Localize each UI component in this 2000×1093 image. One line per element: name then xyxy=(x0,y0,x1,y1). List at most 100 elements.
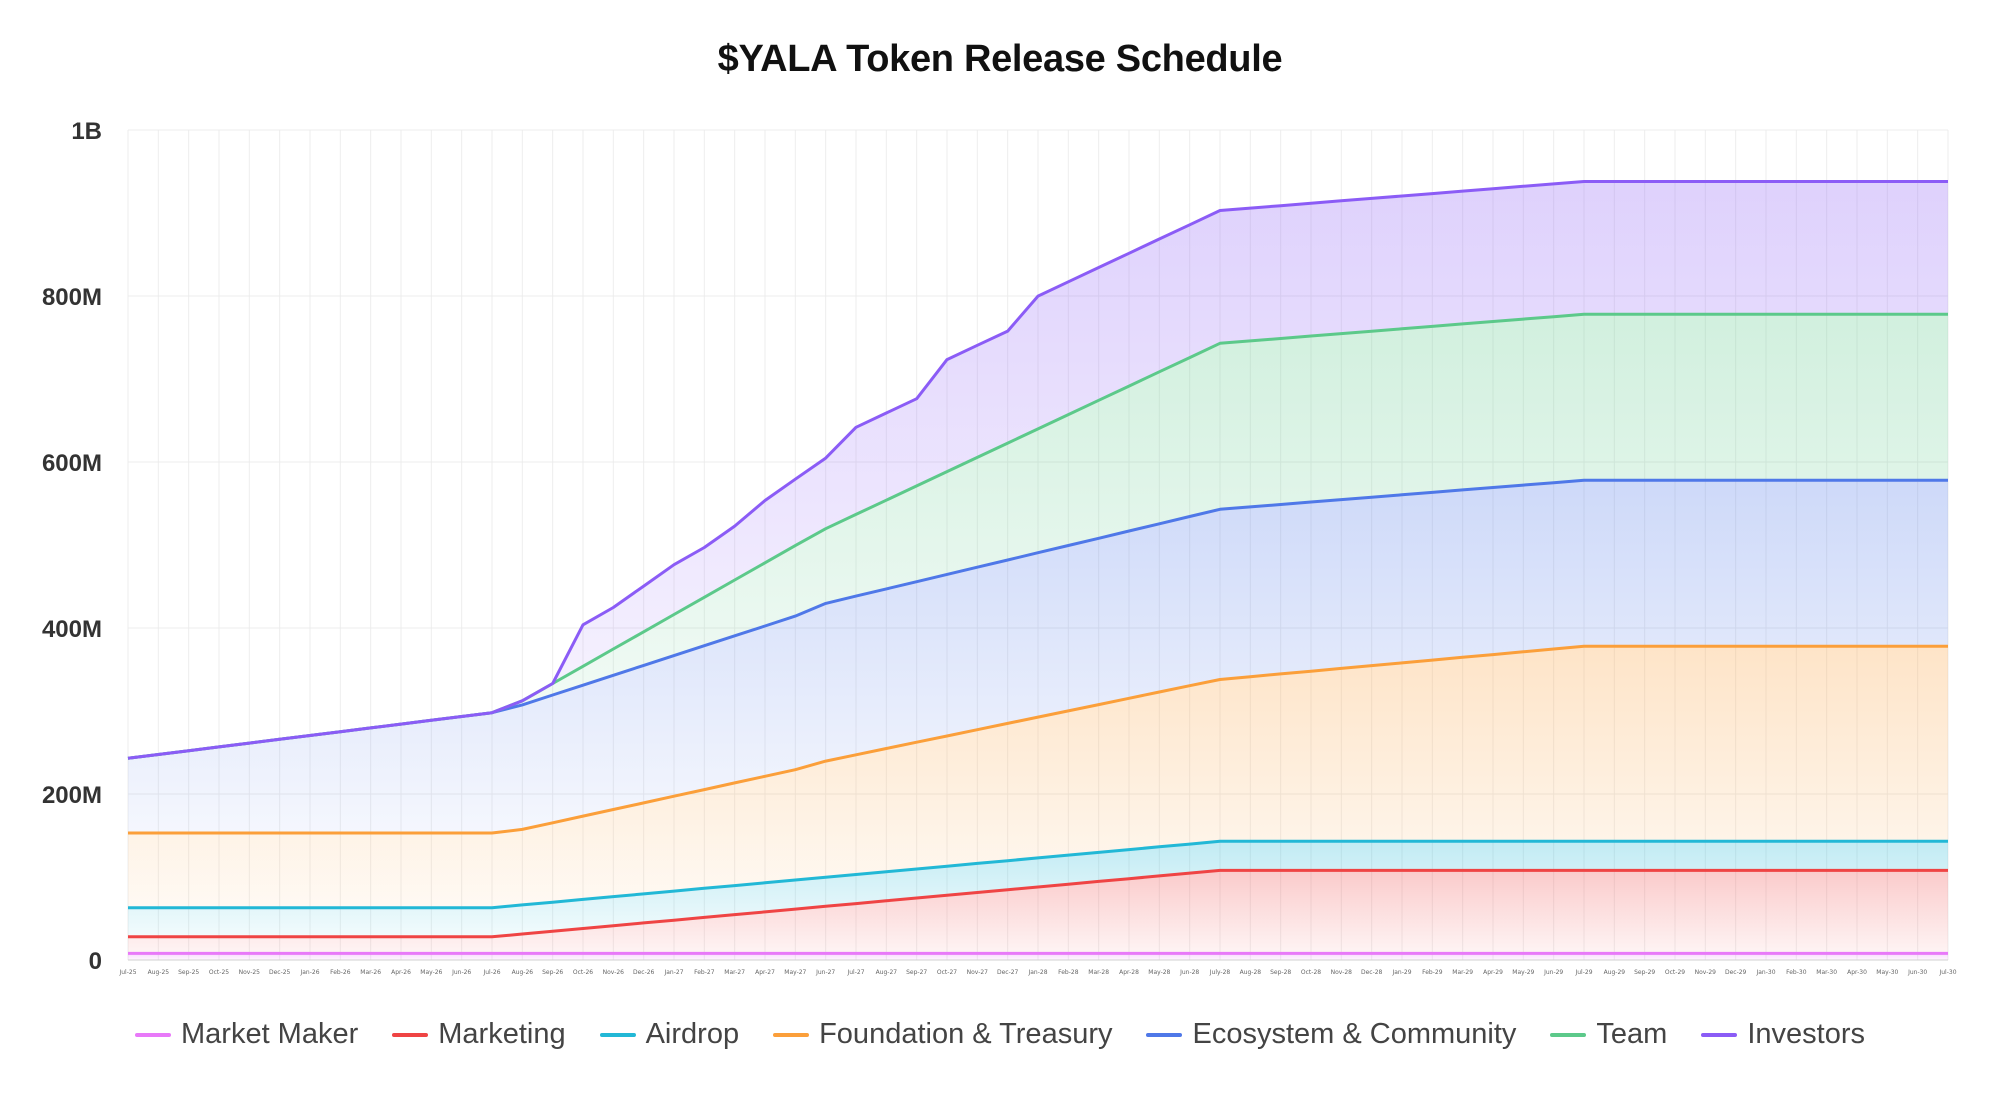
legend-swatch xyxy=(1146,1032,1183,1037)
legend-label: Investors xyxy=(1747,1018,1865,1050)
area-marketing xyxy=(128,870,1948,954)
x-tick-label: Jun-30 xyxy=(1907,969,1927,976)
legend-item-team[interactable]: Team xyxy=(1550,1018,1667,1051)
x-tick-label: Sep-29 xyxy=(1634,969,1655,976)
y-tick-label: 600M xyxy=(42,450,102,477)
x-tick-label: Mar-28 xyxy=(1088,969,1109,976)
legend-item-market-maker[interactable]: Market Maker xyxy=(135,1018,358,1051)
x-tick-label: Nov-25 xyxy=(239,969,261,976)
x-tick-label: Aug-25 xyxy=(148,969,170,976)
legend-label: Foundation & Treasury xyxy=(819,1018,1113,1050)
x-tick-label: Feb-29 xyxy=(1422,969,1443,976)
y-tick-label: 400M xyxy=(42,616,102,643)
x-tick-label: Aug-27 xyxy=(876,969,898,976)
x-tick-label: Dec-29 xyxy=(1725,969,1747,976)
x-tick-label: July-28 xyxy=(1209,969,1231,976)
x-tick-label: Nov-26 xyxy=(603,969,625,976)
x-tick-label: May-28 xyxy=(1148,969,1170,976)
area-ecosystem-community xyxy=(128,480,1948,833)
legend-swatch xyxy=(392,1032,429,1037)
x-tick-label: Dec-28 xyxy=(1361,969,1383,976)
x-tick-label: Mar-26 xyxy=(360,969,381,976)
legend-item-airdrop[interactable]: Airdrop xyxy=(599,1018,740,1051)
x-tick-label: Aug-26 xyxy=(512,969,534,976)
legend-item-ecosystem-community[interactable]: Ecosystem & Community xyxy=(1146,1018,1516,1051)
legend: Market Maker Marketing Airdrop Foundation &… xyxy=(0,1018,2000,1051)
x-tick-label: Dec-25 xyxy=(269,969,291,976)
legend-item-marketing[interactable]: Marketing xyxy=(392,1018,566,1051)
x-tick-label: Jan-27 xyxy=(663,969,683,976)
x-tick-label: Dec-26 xyxy=(633,969,655,976)
x-tick-label: Sep-27 xyxy=(906,969,927,976)
x-tick-label: May-27 xyxy=(784,969,806,976)
x-tick-label: Apr-26 xyxy=(391,969,411,976)
line-airdrop xyxy=(128,839,1948,910)
line-foundation-treasury xyxy=(128,644,1948,835)
x-tick-label: Sep-28 xyxy=(1270,969,1291,976)
x-tick-label: Aug-29 xyxy=(1604,969,1626,976)
area-airdrop xyxy=(128,841,1948,937)
x-tick-label: Sep-26 xyxy=(542,969,563,976)
x-tick-label: Jan-30 xyxy=(1755,969,1775,976)
x-tick-label: Feb-30 xyxy=(1786,969,1807,976)
y-tick-label: 200M xyxy=(42,782,102,809)
x-tick-label: May-29 xyxy=(1512,969,1534,976)
series-lines xyxy=(127,180,1948,955)
legend-item-investors[interactable]: Investors xyxy=(1701,1018,1865,1051)
x-tick-label: Oct-25 xyxy=(209,969,229,976)
x-tick-label: Feb-26 xyxy=(330,969,351,976)
chart-title: $YALA Token Release Schedule xyxy=(717,38,1283,80)
x-tick-label: Nov-28 xyxy=(1331,969,1353,976)
x-tick-label: Oct-29 xyxy=(1665,969,1685,976)
legend-swatch xyxy=(1701,1032,1738,1037)
x-tick-label: Jul-27 xyxy=(846,969,864,976)
legend-label: Marketing xyxy=(438,1018,566,1050)
x-tick-label: Jan-26 xyxy=(299,969,319,976)
x-tick-label: Apr-29 xyxy=(1483,969,1503,976)
legend-label: Market Maker xyxy=(181,1018,359,1050)
legend-swatch xyxy=(599,1032,636,1037)
x-tick-label: Jun-29 xyxy=(1543,969,1563,976)
y-tick-label: 800M xyxy=(42,284,102,311)
y-tick-label: 0 xyxy=(89,948,102,975)
x-tick-label: Sep-25 xyxy=(178,969,199,976)
series-areas xyxy=(128,181,1948,960)
area-foundation-treasury xyxy=(128,646,1948,908)
x-tick-label: Jun-27 xyxy=(815,969,835,976)
axes: 0 200M 400M 600M 800M 1B Jul-25 Aug-25 Sep-25 Oct… xyxy=(42,118,1957,976)
x-tick-label: Jul-26 xyxy=(482,969,500,976)
x-tick-label: Jul-25 xyxy=(118,969,136,976)
x-tick-label: Oct-26 xyxy=(573,969,593,976)
legend-label: Ecosystem & Community xyxy=(1192,1018,1517,1050)
x-tick-label: Nov-29 xyxy=(1695,969,1717,976)
x-tick-label: Mar-30 xyxy=(1816,969,1837,976)
x-tick-label: Dec-27 xyxy=(997,969,1019,976)
y-tick-label: 1B xyxy=(71,118,102,145)
x-tick-label: Apr-27 xyxy=(755,969,775,976)
x-tick-label: Feb-27 xyxy=(694,969,715,976)
legend-swatch xyxy=(135,1032,171,1037)
legend-item-foundation-treasury[interactable]: Foundation & Treasury xyxy=(773,1018,1112,1051)
x-tick-label: Jul-30 xyxy=(1938,969,1956,976)
x-tick-label: Oct-27 xyxy=(937,969,957,976)
area-team xyxy=(128,314,1948,759)
x-tick-label: Feb-28 xyxy=(1058,969,1079,976)
x-tick-label: Jan-28 xyxy=(1027,969,1047,976)
x-tick-label: Jul-29 xyxy=(1574,969,1592,976)
x-tick-label: Jun-28 xyxy=(1179,969,1199,976)
x-tick-label: Mar-27 xyxy=(724,969,745,976)
legend-swatch xyxy=(1550,1032,1587,1037)
line-marketing xyxy=(128,868,1948,939)
x-tick-label: Jun-26 xyxy=(451,969,471,976)
line-investors xyxy=(127,180,1948,760)
area-market-maker xyxy=(128,953,1948,960)
x-tick-label: Oct-28 xyxy=(1301,969,1321,976)
x-tick-label: May-26 xyxy=(420,969,442,976)
legend-swatch xyxy=(773,1032,810,1037)
legend-label: Team xyxy=(1596,1018,1668,1050)
x-tick-label: Aug-28 xyxy=(1240,969,1262,976)
x-tick-label: May-30 xyxy=(1876,969,1898,976)
legend-label: Airdrop xyxy=(645,1018,740,1050)
x-tick-label: Mar-29 xyxy=(1452,969,1473,976)
